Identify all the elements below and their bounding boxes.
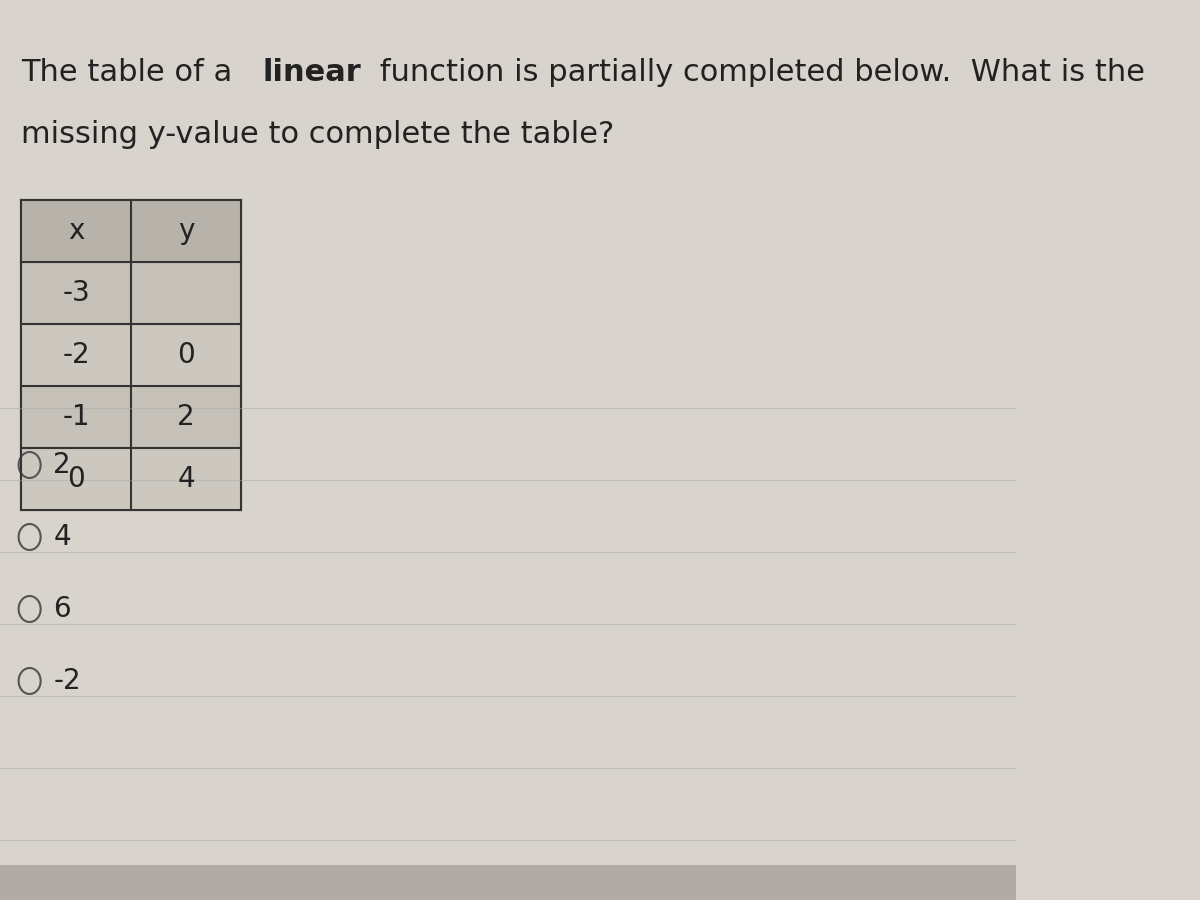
FancyBboxPatch shape xyxy=(22,386,241,448)
Text: x: x xyxy=(68,217,84,245)
Text: function is partially completed below.  What is the: function is partially completed below. W… xyxy=(371,58,1146,87)
FancyBboxPatch shape xyxy=(22,200,241,262)
Text: 4: 4 xyxy=(178,465,196,493)
Text: -1: -1 xyxy=(62,403,90,431)
Text: 4: 4 xyxy=(53,523,71,551)
FancyBboxPatch shape xyxy=(0,865,1016,900)
FancyBboxPatch shape xyxy=(22,324,241,386)
Text: -2: -2 xyxy=(53,667,80,695)
FancyBboxPatch shape xyxy=(22,262,241,324)
Text: 0: 0 xyxy=(178,341,196,369)
Text: -3: -3 xyxy=(62,279,90,307)
Text: The table of a: The table of a xyxy=(22,58,242,87)
Text: 2: 2 xyxy=(53,451,71,479)
Text: missing y-value to complete the table?: missing y-value to complete the table? xyxy=(22,120,614,149)
FancyBboxPatch shape xyxy=(22,448,241,510)
Text: y: y xyxy=(178,217,194,245)
Text: 0: 0 xyxy=(67,465,85,493)
Text: 2: 2 xyxy=(178,403,196,431)
Text: linear: linear xyxy=(263,58,361,87)
Text: 6: 6 xyxy=(53,595,71,623)
FancyBboxPatch shape xyxy=(22,200,241,510)
Text: -2: -2 xyxy=(62,341,90,369)
